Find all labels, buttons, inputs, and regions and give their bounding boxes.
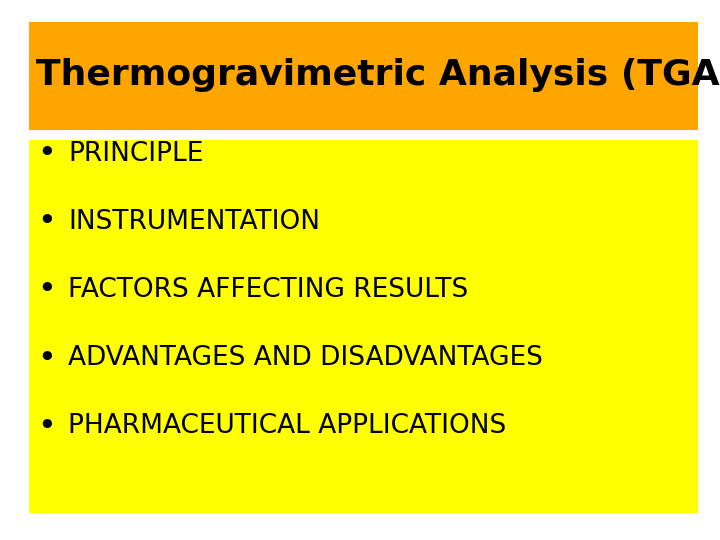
Text: •: • bbox=[37, 138, 56, 170]
Bar bbox=[29, 22, 698, 130]
Text: PHARMACEUTICAL APPLICATIONS: PHARMACEUTICAL APPLICATIONS bbox=[68, 413, 507, 439]
Text: PRINCIPLE: PRINCIPLE bbox=[68, 141, 204, 167]
Text: •: • bbox=[37, 274, 56, 306]
Text: •: • bbox=[37, 206, 56, 238]
Text: •: • bbox=[37, 410, 56, 442]
Text: INSTRUMENTATION: INSTRUMENTATION bbox=[68, 209, 320, 235]
Text: ADVANTAGES AND DISADVANTAGES: ADVANTAGES AND DISADVANTAGES bbox=[68, 345, 544, 371]
Bar bbox=[29, 140, 698, 513]
Text: Thermogravimetric Analysis (TGA): Thermogravimetric Analysis (TGA) bbox=[36, 58, 720, 91]
Text: •: • bbox=[37, 342, 56, 374]
Text: FACTORS AFFECTING RESULTS: FACTORS AFFECTING RESULTS bbox=[68, 277, 469, 303]
